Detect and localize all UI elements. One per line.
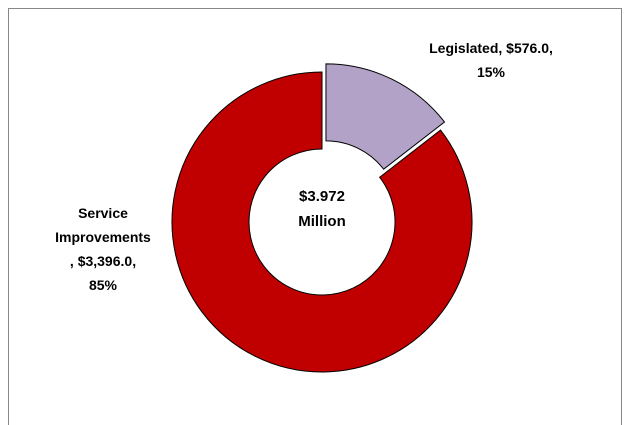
label-percent: 15%	[476, 64, 506, 80]
donut-slice	[325, 63, 446, 170]
data-label: Service Improvements, $3,396.0, 85%	[55, 205, 151, 293]
donut	[171, 63, 473, 373]
center-text: Million	[298, 213, 346, 230]
label-value: $3,396.0	[77, 253, 133, 269]
data-label: Legislated, $576.0, 15%	[429, 40, 553, 80]
label-percent: 85%	[88, 277, 118, 293]
donut-slice	[171, 71, 473, 373]
label-value: $576.0	[506, 40, 549, 56]
label-category: Legislated	[429, 40, 499, 56]
chart-border	[8, 8, 622, 425]
label-category: Service Improvements	[55, 205, 151, 245]
center-text: $3.972	[299, 188, 345, 205]
